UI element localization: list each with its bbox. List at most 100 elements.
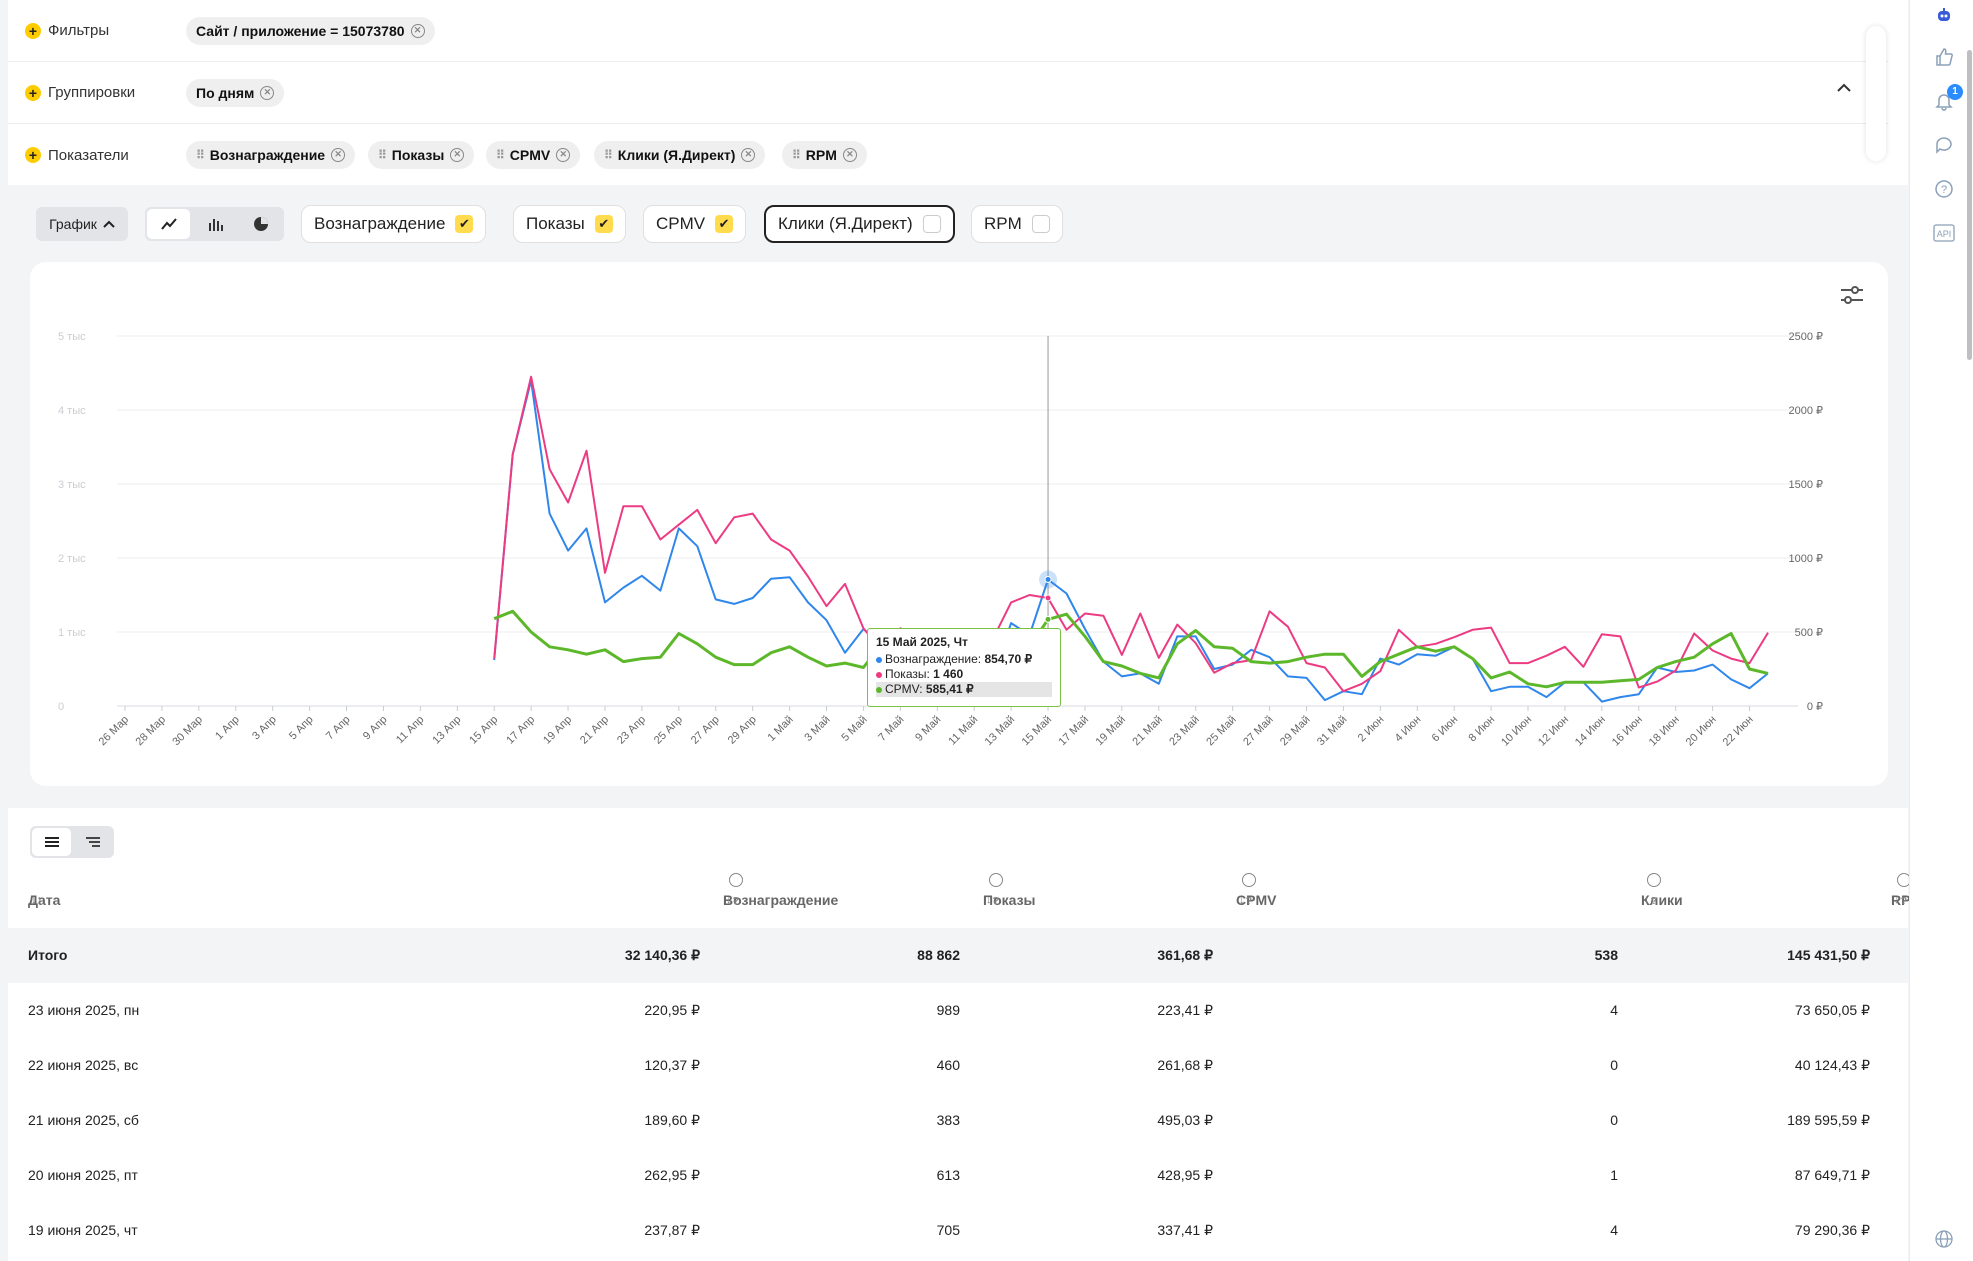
x-tick-label: 26 Мар xyxy=(97,714,132,749)
hover-point xyxy=(1044,615,1052,623)
x-tick-label: 5 Май xyxy=(839,714,869,744)
y-right-tick-label: 500 ₽ xyxy=(1795,627,1823,639)
table-row: 19 июня 2025, чт 237,87 ₽ 705 337,41 ₽ 4 79 2… xyxy=(8,1203,1908,1258)
metric-chip-cpmv[interactable]: ⠿ CPMV ✕ xyxy=(486,141,581,169)
x-tick-label: 30 Мар xyxy=(170,714,205,749)
remove-metric-icon[interactable]: ✕ xyxy=(331,148,346,162)
metric-chip-impressions[interactable]: ⠿ Показы ✕ xyxy=(368,141,475,169)
hover-point xyxy=(1044,576,1052,584)
series-line-1 xyxy=(493,375,1769,693)
toggle-impressions[interactable]: Показы ✔ xyxy=(513,205,626,243)
panel-scroll-track[interactable] xyxy=(1866,26,1886,161)
flat-list-icon[interactable] xyxy=(32,828,71,856)
help-icon[interactable]: ? xyxy=(1933,178,1955,200)
remove-grouping-icon[interactable]: ✕ xyxy=(260,85,275,100)
page-scrollbar[interactable] xyxy=(1967,50,1972,360)
cell-cpmv: 337,41 ₽ xyxy=(1157,1222,1213,1238)
remove-metric-icon[interactable]: ✕ xyxy=(741,148,756,162)
api-icon[interactable]: API xyxy=(1933,222,1955,244)
x-tick-label: 29 Апр xyxy=(726,714,759,747)
y-left-tick-label: 0 xyxy=(58,701,64,713)
metric-chip-label: RPM xyxy=(805,147,837,163)
checkbox-empty-icon[interactable] xyxy=(1031,215,1050,233)
sort-icon[interactable]: ↓↑ xyxy=(986,894,997,906)
drag-handle-icon[interactable]: ⠿ xyxy=(378,148,387,162)
sort-icon[interactable]: ↓↑ xyxy=(1894,894,1905,906)
main-area: + Фильтры Сайт / приложение = 15073780 ✕… xyxy=(8,0,1922,1261)
cell-reward: 32 140,36 ₽ xyxy=(624,947,700,963)
add-metric-icon[interactable]: + xyxy=(25,147,41,163)
globe-icon[interactable] xyxy=(1933,1228,1955,1250)
cell-cpmv: 428,95 ₽ xyxy=(1157,1167,1213,1183)
tree-list-icon[interactable] xyxy=(73,828,112,856)
filters-label[interactable]: Фильтры xyxy=(48,22,110,39)
cell-cpmv: 495,03 ₽ xyxy=(1157,1112,1213,1128)
x-tick-label: 23 Май xyxy=(1167,714,1202,749)
toggle-cpmv[interactable]: CPMV ✔ xyxy=(643,205,747,243)
x-tick-label: 13 Май xyxy=(983,714,1018,749)
line-chart-icon[interactable] xyxy=(147,209,190,239)
bell-icon[interactable]: 1 xyxy=(1933,84,1963,112)
assistant-robot-icon[interactable] xyxy=(1933,4,1955,26)
reward-dot-icon xyxy=(876,656,882,663)
remove-metric-icon[interactable]: ✕ xyxy=(556,148,571,162)
x-tick-label: 20 Июн xyxy=(1684,714,1719,749)
x-tick-label: 2 Июн xyxy=(1356,714,1387,745)
x-tick-label: 9 Апр xyxy=(361,714,390,743)
metric-chip-clicks[interactable]: ⠿ Клики (Я.Директ) ✕ xyxy=(594,141,766,169)
sort-icon[interactable]: ↓↑ xyxy=(31,894,42,906)
x-tick-label: 9 Май xyxy=(913,714,943,744)
metrics-label[interactable]: Показатели xyxy=(48,146,129,164)
x-tick-label: 10 Июн xyxy=(1499,714,1534,749)
pie-chart-icon[interactable] xyxy=(239,209,282,239)
cell-rpm: 79 290,36 ₽ xyxy=(1794,1222,1870,1238)
checkbox-checked-icon[interactable]: ✔ xyxy=(715,215,734,233)
thumb-up-icon[interactable] xyxy=(1933,46,1955,68)
cell-clicks: 538 xyxy=(1594,947,1618,963)
chat-icon[interactable] xyxy=(1933,134,1955,156)
toggle-rpm[interactable]: RPM xyxy=(971,205,1063,243)
y-right-tick-label: 0 ₽ xyxy=(1807,701,1823,713)
x-tick-label: 19 Май xyxy=(1093,714,1128,749)
x-tick-label: 17 Май xyxy=(1057,714,1092,749)
metric-chip-rpm[interactable]: ⠿ RPM ✕ xyxy=(782,141,867,169)
remove-filter-icon[interactable]: ✕ xyxy=(410,23,425,38)
checkbox-checked-icon[interactable]: ✔ xyxy=(594,215,613,233)
x-tick-label: 31 Май xyxy=(1315,714,1350,749)
remove-metric-icon[interactable]: ✕ xyxy=(450,148,465,162)
x-tick-label: 29 Май xyxy=(1278,714,1313,749)
drag-handle-icon[interactable]: ⠿ xyxy=(604,148,613,162)
checkbox-empty-icon[interactable] xyxy=(922,215,941,233)
filter-chip[interactable]: Сайт / приложение = 15073780 ✕ xyxy=(186,16,435,45)
cell-cpmv: 361,68 ₽ xyxy=(1157,947,1213,963)
y-left-tick-label: 3 тыс xyxy=(58,479,86,491)
add-grouping-icon[interactable]: + xyxy=(25,84,41,101)
grouping-chip[interactable]: По дням ✕ xyxy=(186,78,285,107)
tooltip-title: 15 Май 2025, Чт xyxy=(876,635,968,649)
tooltip-reward: Вознаграждение: 854,70 ₽ xyxy=(876,652,1052,667)
chevron-up-icon[interactable] xyxy=(1836,80,1852,98)
x-tick-label: 27 Апр xyxy=(689,714,722,747)
drag-handle-icon[interactable]: ⠿ xyxy=(792,148,801,162)
toggle-clicks[interactable]: Клики (Я.Директ) xyxy=(764,205,955,243)
sort-icon[interactable]: ↓↑ xyxy=(726,894,737,906)
remove-metric-icon[interactable]: ✕ xyxy=(842,148,857,162)
chart-settings-icon[interactable] xyxy=(1840,284,1864,311)
sort-icon[interactable]: ↓↑ xyxy=(1644,894,1655,906)
add-filter-icon[interactable]: + xyxy=(25,22,41,39)
tooltip-reward-value: 854,70 ₽ xyxy=(984,652,1033,666)
groupings-label[interactable]: Группировки xyxy=(48,84,136,101)
metric-chip-reward[interactable]: ⠿ Вознаграждение ✕ xyxy=(186,141,356,169)
bar-chart-icon[interactable] xyxy=(193,209,236,239)
sort-icon[interactable]: ↓↑ xyxy=(1239,894,1250,906)
drag-handle-icon[interactable]: ⠿ xyxy=(196,148,205,162)
toggle-reward[interactable]: Вознаграждение ✔ xyxy=(301,205,487,243)
table-header-row: Дата ↓↑ Вознаграждение? ↓↑ Показы? ↓↑ CPMV?… xyxy=(8,873,1922,963)
cell-reward: 189,60 ₽ xyxy=(644,1112,700,1128)
graph-toggle-button[interactable]: График xyxy=(36,207,128,241)
checkbox-checked-icon[interactable]: ✔ xyxy=(455,215,474,233)
y-left-tick-label: 5 тыс xyxy=(58,331,86,343)
drag-handle-icon[interactable]: ⠿ xyxy=(496,148,505,162)
x-tick-label: 7 Апр xyxy=(324,714,353,743)
filter-chip-label: Сайт / приложение = 15073780 xyxy=(196,22,405,39)
